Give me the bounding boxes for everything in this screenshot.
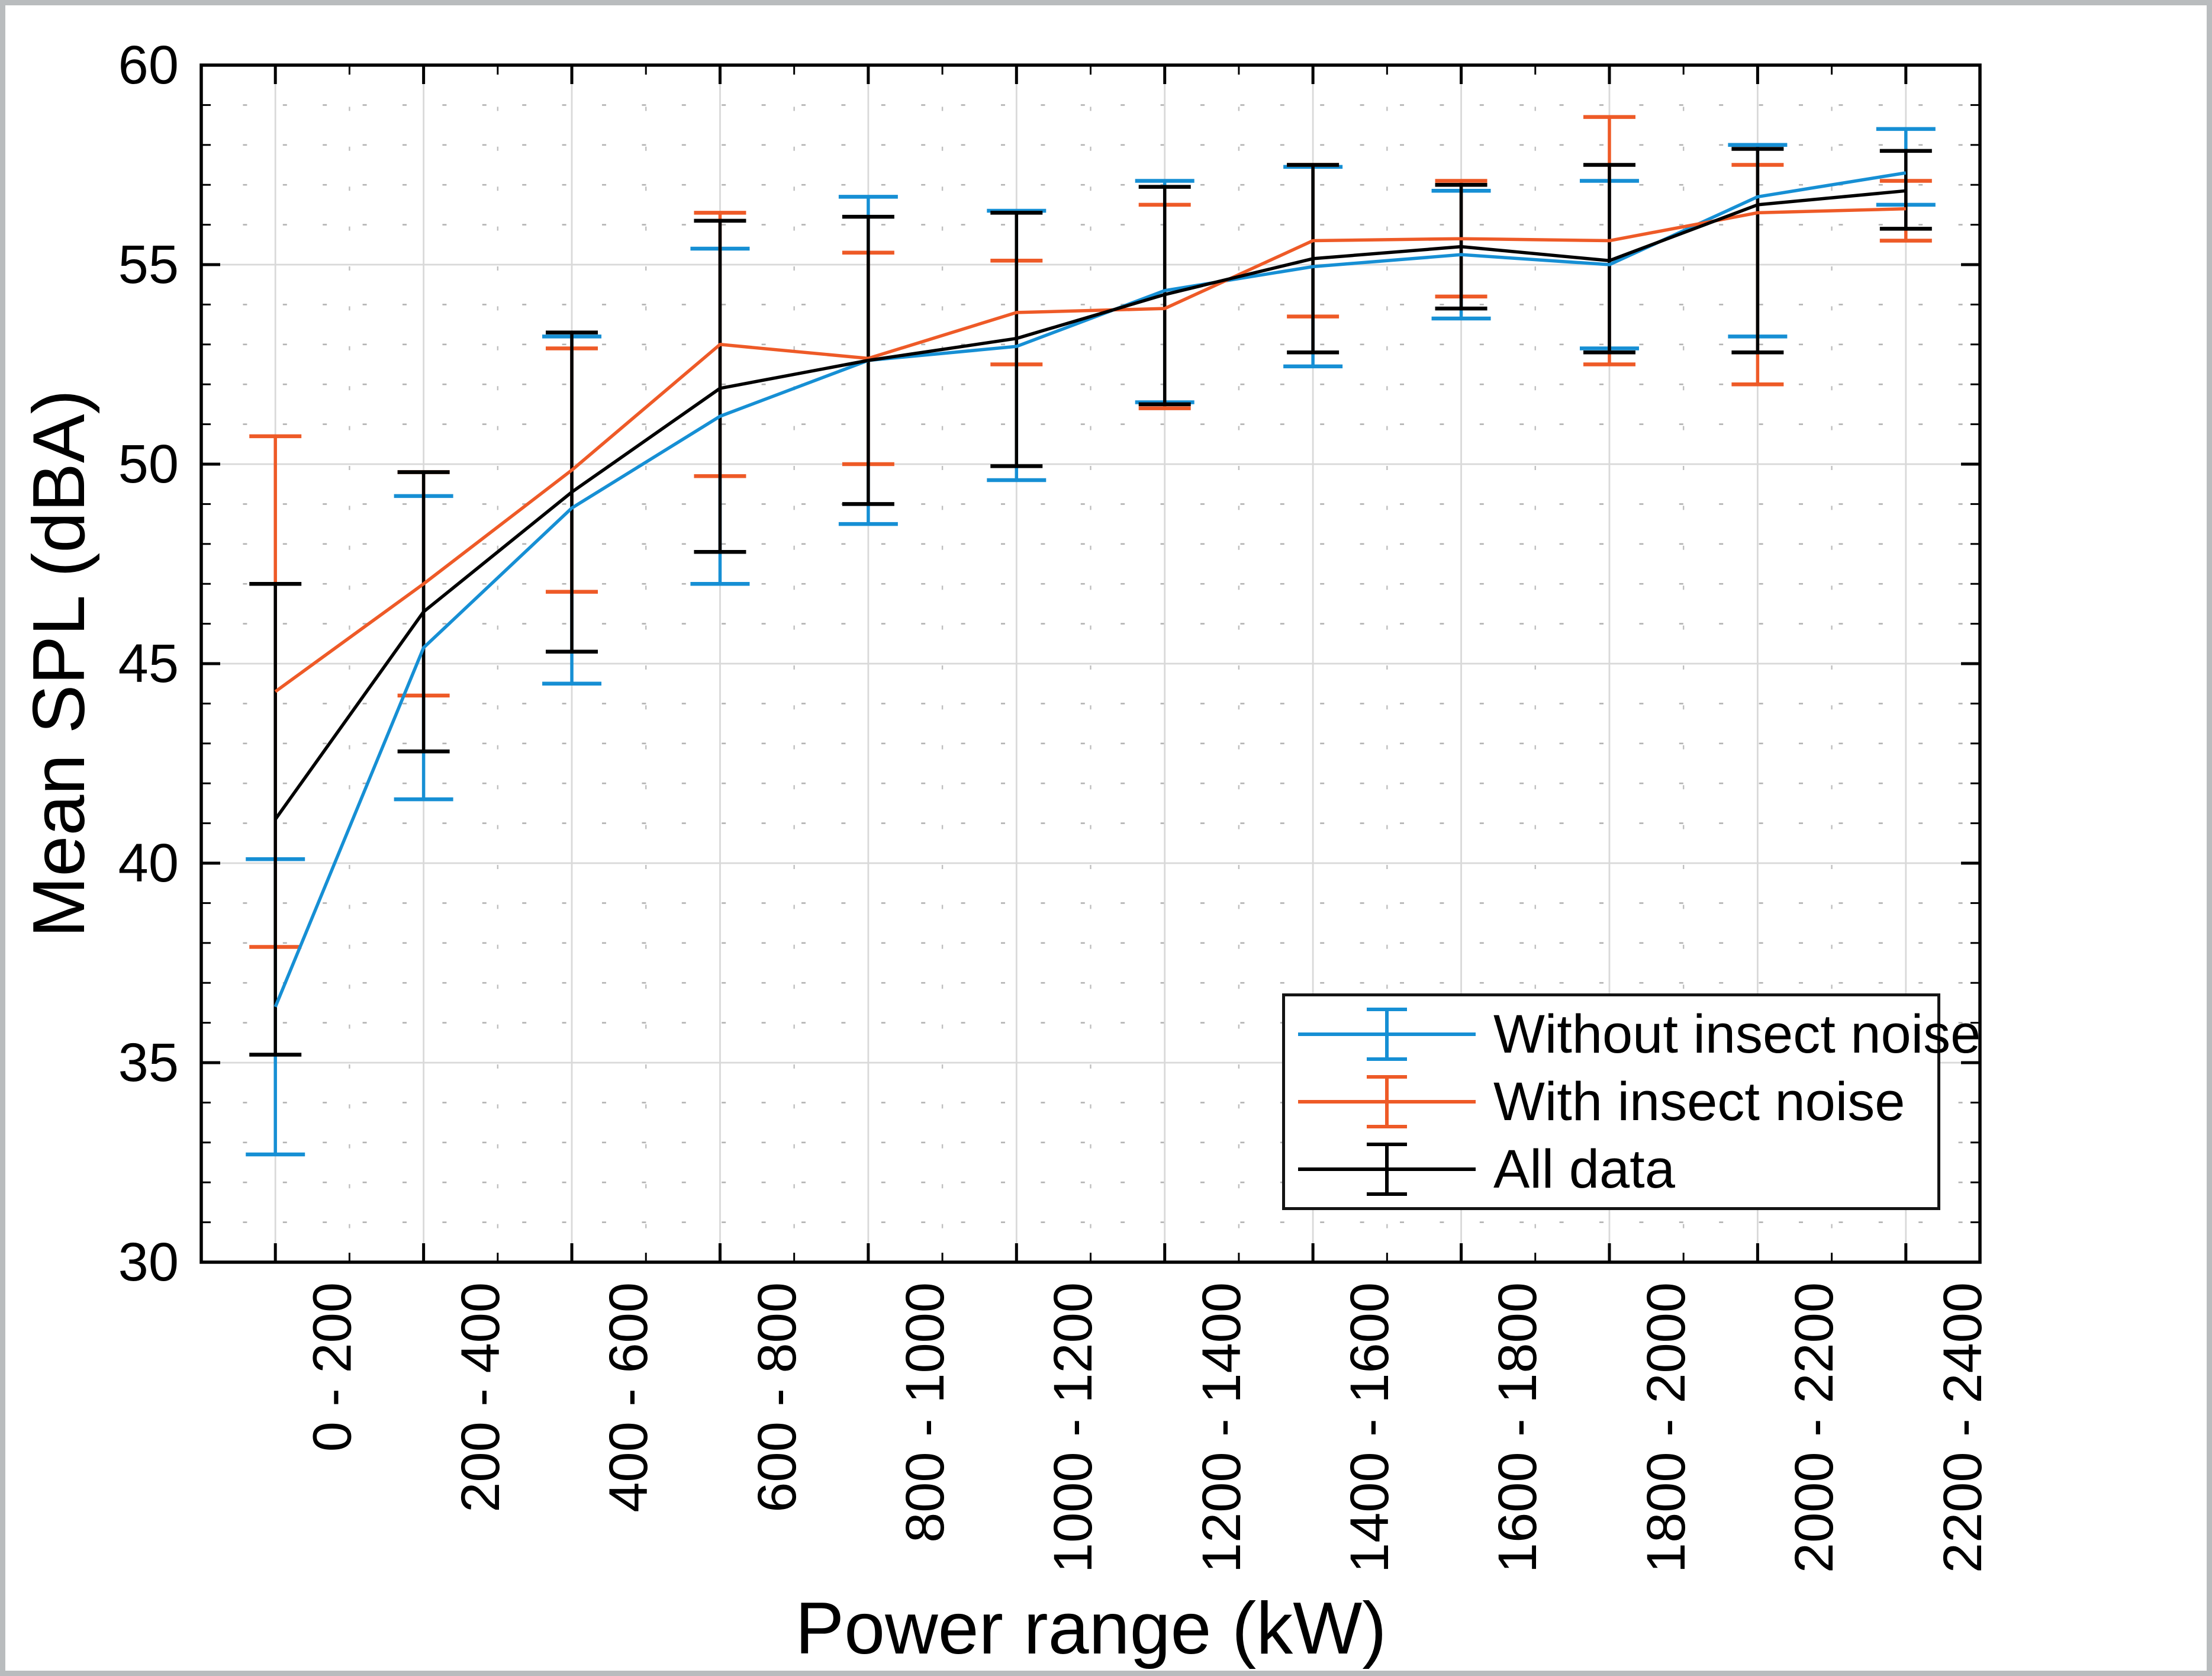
- x-tick-label: 2000 - 2200: [1784, 1282, 1845, 1574]
- errorbar-sample-icon: [1298, 1001, 1476, 1068]
- legend-row-with-insect-noise: With insect noise: [1285, 1068, 1937, 1135]
- x-tick-label: 2200 - 2400: [1932, 1282, 1993, 1574]
- y-tick-label: 45: [118, 633, 179, 694]
- legend-label: All data: [1493, 1138, 1675, 1199]
- y-tick-label: 40: [118, 833, 179, 893]
- x-tick-label: 0 - 200: [302, 1282, 363, 1452]
- y-axis-title: Mean SPL (dBA): [18, 390, 100, 938]
- series-line-2: [273, 189, 1907, 821]
- x-axis-title: Power range (kW): [795, 1588, 1387, 1669]
- y-tick-label: 55: [118, 234, 179, 295]
- x-tick-label: 800 - 1000: [894, 1282, 955, 1543]
- legend-label: Without insect noise: [1493, 1003, 1981, 1064]
- y-tick-label: 60: [118, 35, 179, 95]
- series-line-0: [273, 171, 1907, 1008]
- x-tick-label: 1400 - 1600: [1340, 1282, 1400, 1574]
- legend: Without insect noise With insect noise A…: [1282, 993, 1981, 1210]
- y-tick-label: 30: [118, 1232, 179, 1292]
- series-line-1: [274, 207, 1906, 693]
- x-tick-label: 1200 - 1400: [1191, 1282, 1252, 1574]
- x-tick-label: 1800 - 2000: [1635, 1282, 1696, 1574]
- x-tick-label: 1000 - 1200: [1043, 1282, 1104, 1574]
- errorbar-sample-icon: [1298, 1068, 1476, 1135]
- errorbar-sample-icon: [1298, 1135, 1476, 1203]
- legend-row-without-insect-noise: Without insect noise: [1285, 1001, 1981, 1068]
- x-tick-label: 1600 - 1800: [1487, 1282, 1548, 1574]
- y-tick-label: 35: [118, 1032, 179, 1093]
- y-tick-label: 50: [118, 434, 179, 494]
- x-tick-label: 200 - 400: [450, 1282, 511, 1513]
- x-tick-label: 600 - 800: [746, 1282, 807, 1513]
- legend-label: With insect noise: [1493, 1071, 1905, 1132]
- legend-row-all-data: All data: [1285, 1135, 1937, 1203]
- x-tick-label: 400 - 600: [598, 1282, 659, 1513]
